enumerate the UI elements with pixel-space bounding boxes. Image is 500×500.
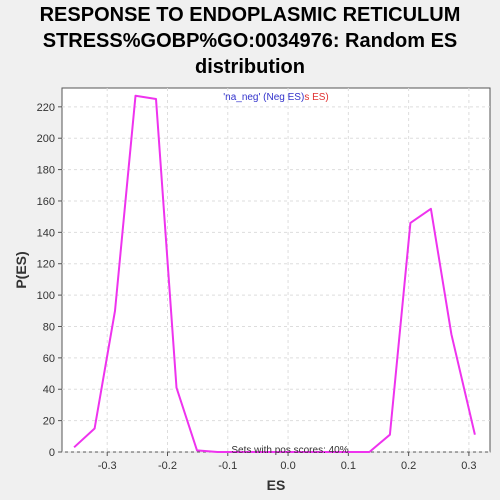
legend: 'na_neg' (Neg ES)s ES) <box>223 92 329 103</box>
y-tick-label: 160 <box>37 196 55 208</box>
chart-title: RESPONSE TO ENDOPLASMIC RETICULUM STRESS… <box>0 2 500 80</box>
x-tick-label: -0.3 <box>98 460 117 472</box>
y-tick-label: 220 <box>37 102 55 114</box>
y-tick-label: 40 <box>43 384 55 396</box>
series-layer <box>73 94 476 453</box>
legend-pos: s ES) <box>304 92 328 103</box>
y-tick-label: 140 <box>37 227 55 239</box>
y-tick-label: 180 <box>37 165 55 177</box>
x-tick-label: -0.1 <box>218 460 237 472</box>
legend-neg: 'na_neg' (Neg ES) <box>223 92 304 103</box>
chart-title-line-3: distribution <box>195 56 305 78</box>
x-axis-ticks: -0.3 -0.2 -0.1 0.0 0.1 0.2 0.3 <box>98 452 477 472</box>
y-tick-label: 120 <box>37 259 55 271</box>
chart-title-line-1: RESPONSE TO ENDOPLASMIC RETICULUM <box>39 4 461 26</box>
y-tick-label: 200 <box>37 133 55 145</box>
x-axis-label: ES <box>267 477 286 493</box>
y-axis-ticks: 0 20 40 60 80 100 120 140 160 180 200 220 <box>37 102 62 459</box>
y-axis-label: P(ES) <box>13 251 29 288</box>
x-tick-label: 0.0 <box>280 460 295 472</box>
annotation: Sets with pos scores: 40% <box>231 445 348 456</box>
y-tick-label: 60 <box>43 353 55 365</box>
plot-area <box>61 87 491 453</box>
series-line <box>73 94 476 453</box>
y-tick-label: 0 <box>49 447 55 459</box>
grid <box>62 88 490 453</box>
x-tick-label: 0.3 <box>461 460 476 472</box>
y-tick-label: 100 <box>37 290 55 302</box>
x-tick-label: -0.2 <box>158 460 177 472</box>
y-tick-label: 20 <box>43 416 55 428</box>
chart-title-line-2: STRESS%GOBP%GO:0034976: Random ES <box>42 30 458 52</box>
x-tick-label: 0.1 <box>341 460 356 472</box>
y-tick-label: 80 <box>43 321 55 333</box>
x-tick-label: 0.2 <box>401 460 416 472</box>
